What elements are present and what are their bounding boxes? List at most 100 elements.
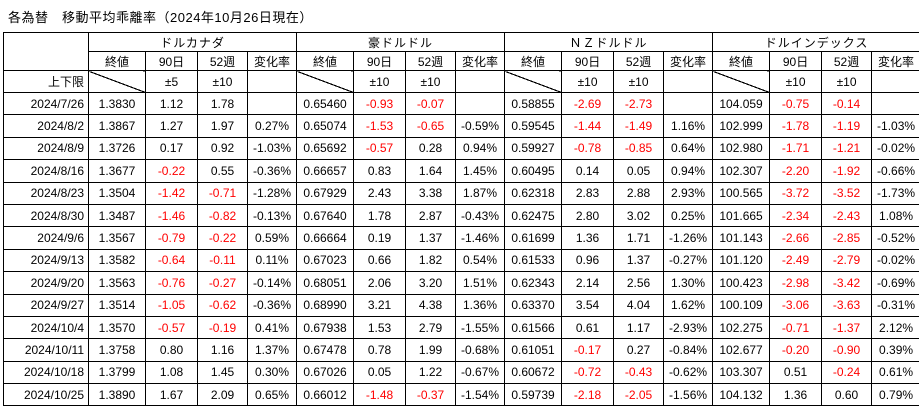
close-cell: 102.999	[712, 114, 771, 138]
dev-52w-cell: -3.42	[821, 271, 873, 295]
close-cell: 0.68051	[296, 271, 355, 295]
close-cell: 0.62343	[504, 271, 563, 295]
dev-90d-cell: -0.64	[145, 248, 198, 273]
dev-52w-cell: -3.52	[821, 181, 873, 205]
dev-52w-cell: -0.62	[197, 293, 248, 317]
change-rate-cell: 2.12%	[871, 315, 919, 340]
dev-90d-cell: -3.06	[769, 293, 823, 317]
table-row: 2024/8/16 1.3677 -0.22 0.55 -0.36% 0.66657 0.8…	[3, 159, 919, 183]
close-cell: 0.65460	[296, 91, 355, 116]
close-cell: 0.65074	[296, 114, 355, 138]
dev-52w-cell: 3.38	[405, 181, 457, 205]
date-cell: 2024/8/9	[3, 136, 89, 161]
close-cell: 0.61566	[504, 315, 563, 340]
col-header-52w: 52週	[197, 51, 248, 71]
date-cell: 2024/8/2	[3, 114, 89, 138]
change-rate-cell: 1.37%	[246, 338, 298, 362]
limit-row-label: 上下限	[3, 70, 89, 93]
change-rate-cell: -0.36%	[246, 293, 298, 317]
limit-52w: ±10	[405, 70, 457, 93]
dev-52w-cell: 1.45	[197, 360, 248, 385]
dev-52w-cell: 1.71	[613, 226, 665, 250]
close-cell: 1.3726	[88, 136, 146, 161]
dev-52w-cell: 1.82	[405, 248, 457, 273]
change-rate-cell: -0.68%	[455, 338, 506, 362]
close-cell: 0.66657	[296, 159, 355, 183]
close-cell: 0.66012	[296, 383, 355, 407]
col-header-close: 終値	[504, 51, 563, 71]
change-rate-cell: 2.93%	[663, 181, 714, 205]
change-rate-cell: -0.66%	[871, 159, 919, 183]
change-rate-cell: -0.14%	[246, 271, 298, 295]
dev-90d-cell: 1.78	[353, 203, 407, 228]
dev-52w-cell: -1.37	[821, 315, 873, 340]
dev-90d-cell: 2.83	[561, 181, 615, 205]
diagonal-slash-cell	[88, 70, 146, 93]
close-cell: 0.60495	[504, 159, 563, 183]
dev-90d-cell: -2.20	[769, 159, 823, 183]
dev-52w-cell: -0.14	[821, 91, 873, 116]
dev-90d-cell: -0.22	[145, 159, 198, 183]
change-rate-cell: 1.62%	[663, 293, 714, 317]
close-cell: 0.67026	[296, 360, 355, 385]
group-header-nzd-usd: ＮＺドルドル	[504, 32, 714, 52]
group-header-row: ドルカナダ 豪ドルドル ＮＺドルドル ドルインデックス	[3, 32, 919, 71]
change-rate-cell: 1.30%	[663, 271, 714, 295]
close-cell: 100.109	[712, 293, 771, 317]
change-rate-cell: 0.65%	[246, 383, 298, 407]
dev-90d-cell: -0.78	[561, 136, 615, 161]
sub-header-row: 終値 90日 52週 変化率 終値 90日 52週 変化率 終値 90日 52週…	[4, 51, 919, 71]
dev-90d-cell: 2.80	[561, 203, 615, 228]
change-rate-cell: 0.94%	[455, 136, 506, 161]
change-rate-cell: 1.87%	[455, 181, 506, 205]
dev-90d-cell: -0.17	[561, 338, 615, 362]
dev-52w-cell: -0.07	[405, 91, 457, 116]
dev-52w-cell: -1.19	[821, 114, 873, 138]
close-cell: 1.3799	[88, 360, 146, 385]
col-header-90d: 90日	[769, 51, 823, 71]
dev-90d-cell: 0.96	[561, 248, 615, 273]
close-cell: 100.423	[712, 271, 771, 295]
date-cell: 2024/9/13	[3, 248, 89, 273]
table-row: 2024/8/9 1.3726 0.17 0.92 -1.03% 0.65692 -0.57…	[3, 136, 919, 161]
change-rate-cell: 0.59%	[246, 226, 298, 250]
dev-90d-cell: -0.57	[145, 315, 198, 340]
table-row: 2024/9/13 1.3582 -0.64 -0.11 0.11% 0.67023 0.6…	[3, 248, 919, 273]
dev-52w-cell: -0.27	[197, 271, 248, 295]
dev-90d-cell: -1.53	[353, 114, 407, 138]
date-cell: 2024/10/18	[3, 360, 89, 385]
table-row: 2024/9/27 1.3514 -1.05 -0.62 -0.36% 0.68990 3.…	[3, 293, 919, 317]
change-rate-cell: -0.31%	[871, 293, 919, 317]
dev-52w-cell: -2.79	[821, 248, 873, 273]
dev-90d-cell: 0.78	[353, 338, 407, 362]
dev-52w-cell: 2.09	[197, 383, 248, 407]
table-row: 2024/8/30 1.3487 -1.46 -0.82 -0.13% 0.67640 1.…	[3, 203, 919, 228]
date-cell: 2024/8/30	[3, 203, 89, 228]
dev-90d-cell: -2.49	[769, 248, 823, 273]
close-cell: 1.3830	[88, 91, 146, 116]
change-rate-cell: -0.13%	[246, 203, 298, 228]
dev-90d-cell: 1.67	[145, 383, 198, 407]
group-header-aud-usd: 豪ドルドル	[296, 32, 506, 52]
close-cell: 102.275	[712, 315, 771, 340]
dev-52w-cell: 2.56	[613, 271, 665, 295]
dev-90d-cell: 2.06	[353, 271, 407, 295]
change-rate-cell: -1.03%	[246, 136, 298, 161]
dev-52w-cell: 1.17	[613, 315, 665, 340]
dev-90d-cell: -0.93	[353, 91, 407, 116]
limit-90d: ±10	[353, 70, 407, 93]
diagonal-slash-cell	[504, 70, 563, 93]
change-rate-cell: -0.62%	[663, 360, 714, 385]
col-header-change: 変化率	[455, 51, 506, 71]
limit-52w: ±10	[197, 70, 248, 93]
dev-52w-cell: -0.90	[821, 338, 873, 362]
change-rate-cell: 0.41%	[246, 315, 298, 340]
dev-90d-cell: 1.36	[769, 383, 823, 407]
change-rate-cell: -0.69%	[871, 271, 919, 295]
dev-90d-cell: 0.61	[561, 315, 615, 340]
dev-52w-cell: 2.79	[405, 315, 457, 340]
change-rate-cell: -1.46%	[455, 226, 506, 250]
col-header-change: 変化率	[871, 51, 919, 71]
table-row: 2024/10/18 1.3799 1.08 1.45 0.30% 0.67026 0.05…	[3, 360, 919, 385]
date-cell: 2024/8/16	[3, 159, 89, 183]
